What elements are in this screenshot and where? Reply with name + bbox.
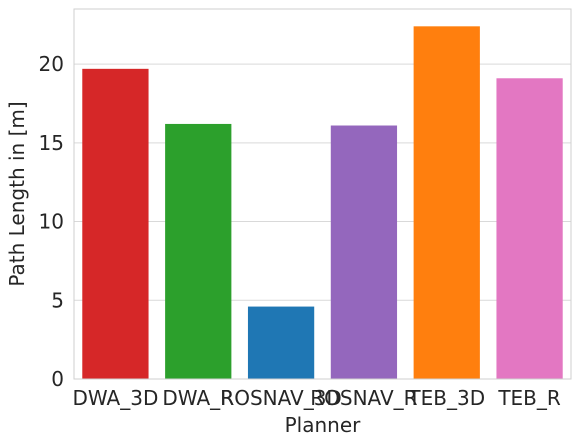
y-tick-label: 10 bbox=[39, 210, 64, 234]
x-tick-label: DWA_R bbox=[162, 386, 234, 410]
bar-teb-r bbox=[496, 78, 563, 379]
y-tick-labels: 0 5 10 15 20 bbox=[39, 52, 64, 391]
bar-rosnav-r bbox=[330, 125, 398, 379]
x-tick-label: DWA_3D bbox=[72, 386, 158, 410]
y-axis-title: Path Length in [m] bbox=[5, 101, 29, 286]
x-tick-label: ROSNAV_3D bbox=[220, 386, 342, 410]
bar-dwa-3d bbox=[82, 68, 149, 380]
y-tick-label: 15 bbox=[39, 131, 64, 155]
bar-teb-3d bbox=[413, 26, 480, 379]
y-tick-label: 0 bbox=[51, 367, 64, 391]
y-tick-label: 5 bbox=[51, 288, 64, 312]
y-tick-label: 20 bbox=[39, 52, 64, 76]
bar-rosnav-3d bbox=[247, 306, 315, 379]
bars bbox=[82, 26, 563, 380]
x-tick-label: TEB_3D bbox=[407, 386, 485, 410]
x-axis-title: Planner bbox=[285, 413, 362, 437]
bar-dwa-r bbox=[165, 123, 232, 379]
plot-frame bbox=[73, 8, 572, 380]
x-tick-label: TEB_R bbox=[497, 386, 561, 410]
x-tick-label: ROSNAV_R bbox=[310, 386, 417, 410]
